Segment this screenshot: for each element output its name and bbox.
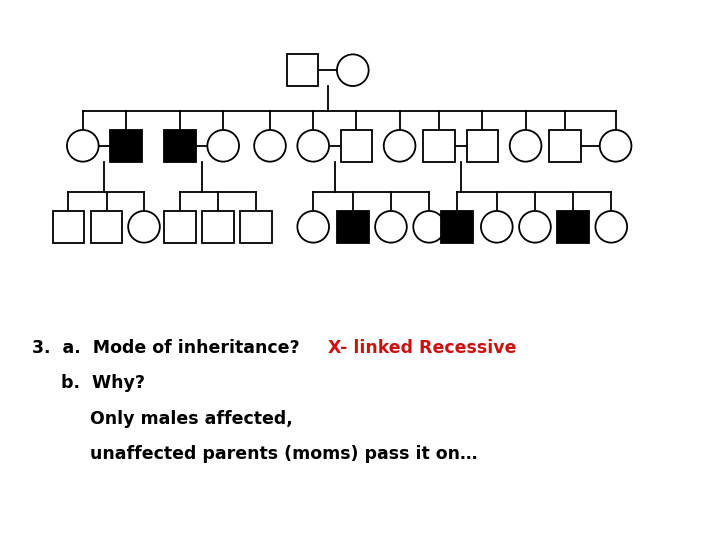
- Ellipse shape: [297, 211, 329, 242]
- Bar: [341, 130, 372, 161]
- Ellipse shape: [510, 130, 541, 161]
- Ellipse shape: [519, 211, 551, 242]
- Ellipse shape: [595, 211, 627, 242]
- Bar: [549, 130, 581, 161]
- Ellipse shape: [67, 130, 99, 161]
- Bar: [240, 211, 272, 242]
- Ellipse shape: [207, 130, 239, 161]
- Text: b.  Why?: b. Why?: [61, 374, 145, 393]
- Bar: [337, 211, 369, 242]
- Bar: [110, 130, 142, 161]
- Bar: [202, 211, 234, 242]
- Ellipse shape: [297, 130, 329, 161]
- Ellipse shape: [413, 211, 445, 242]
- Ellipse shape: [375, 211, 407, 242]
- Ellipse shape: [481, 211, 513, 242]
- Bar: [91, 211, 122, 242]
- Bar: [467, 130, 498, 161]
- Ellipse shape: [384, 130, 415, 161]
- Ellipse shape: [254, 130, 286, 161]
- Bar: [423, 130, 455, 161]
- Text: Only males affected,: Only males affected,: [90, 409, 293, 428]
- Text: unaffected parents (moms) pass it on…: unaffected parents (moms) pass it on…: [90, 444, 477, 463]
- Text: X- linked Recessive: X- linked Recessive: [328, 339, 516, 357]
- Bar: [287, 55, 318, 86]
- Bar: [441, 211, 473, 242]
- Bar: [164, 130, 196, 161]
- Text: 3.  a.  Mode of inheritance?: 3. a. Mode of inheritance?: [32, 339, 312, 357]
- Ellipse shape: [337, 55, 369, 86]
- Ellipse shape: [128, 211, 160, 242]
- Ellipse shape: [600, 130, 631, 161]
- Bar: [53, 211, 84, 242]
- Bar: [164, 211, 196, 242]
- Bar: [557, 211, 589, 242]
